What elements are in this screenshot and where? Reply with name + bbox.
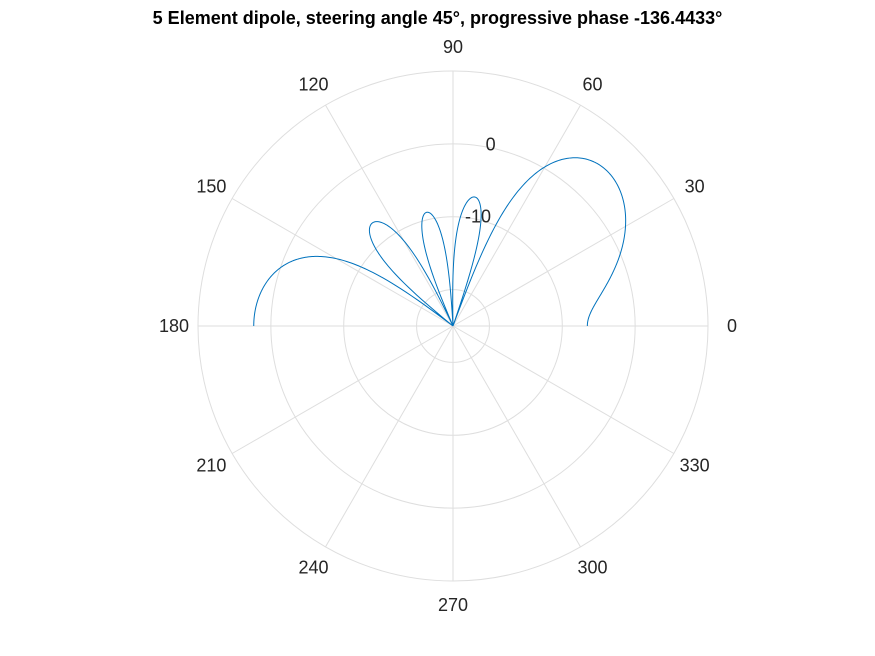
chart-title: 5 Element dipole, steering angle 45°, pr… <box>152 8 723 28</box>
angular-gridline <box>231 198 454 327</box>
angular-gridline <box>325 325 454 548</box>
theta-tick-label: 0 <box>727 316 737 336</box>
theta-tick-label: 180 <box>159 316 189 336</box>
angular-gridline <box>452 198 675 327</box>
theta-tick-label: 30 <box>685 177 705 197</box>
angular-gridline <box>325 104 454 327</box>
theta-tick-label: 90 <box>443 37 463 57</box>
r-tick-label: 0 <box>486 135 496 155</box>
polar-tick-labels: 0 30 60 90 120 150 180 210 240 270 300 330 -10 0 <box>159 37 737 615</box>
angular-gridline <box>231 325 454 454</box>
series-group <box>253 157 627 327</box>
theta-tick-label: 150 <box>196 177 226 197</box>
theta-tick-label: 270 <box>438 595 468 615</box>
theta-tick-label: 120 <box>298 74 328 94</box>
theta-tick-label: 210 <box>196 456 226 476</box>
angular-gridline <box>452 104 581 327</box>
theta-tick-label: 60 <box>582 74 602 94</box>
angular-gridline <box>452 325 581 548</box>
angular-gridline <box>452 325 675 454</box>
theta-tick-label: 330 <box>680 456 710 476</box>
r-tick-label: -10 <box>465 206 491 226</box>
series-line <box>253 157 627 327</box>
theta-tick-label: 300 <box>577 558 607 578</box>
theta-tick-label: 240 <box>298 558 328 578</box>
